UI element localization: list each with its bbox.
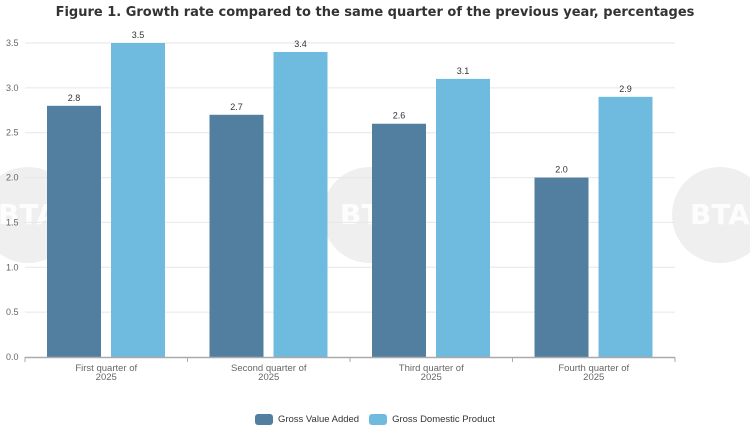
legend-swatch xyxy=(254,414,273,425)
y-tick-label: 3.5 xyxy=(6,38,19,48)
watermark-text: BTA xyxy=(690,198,750,231)
bar xyxy=(273,51,328,357)
bar xyxy=(47,105,101,357)
x-tick-label: 2025 xyxy=(583,372,604,383)
watermark-logo xyxy=(672,167,750,263)
legend: Gross Value Added Gross Domestic Product xyxy=(0,414,750,425)
x-tick-label: 2025 xyxy=(258,372,279,383)
data-label: 2.0 xyxy=(555,165,568,175)
bar xyxy=(598,96,653,357)
legend-swatch xyxy=(369,414,388,425)
data-label: 2.9 xyxy=(619,84,632,94)
x-tick-label: Fourth quarter of xyxy=(558,363,629,374)
x-tick-label: 2025 xyxy=(421,372,442,383)
x-tick-label: First quarter of xyxy=(75,363,137,374)
y-tick-label: 2.0 xyxy=(6,173,19,183)
legend-item[interactable]: Gross Domestic Product xyxy=(369,414,495,425)
data-label: 3.5 xyxy=(132,30,145,40)
data-label: 2.6 xyxy=(393,111,406,121)
y-tick-label: 1.5 xyxy=(6,217,19,227)
x-tick-label: Third quarter of xyxy=(399,363,464,374)
x-tick-label: Second quarter of xyxy=(231,363,307,374)
data-label: 2.7 xyxy=(230,102,243,112)
legend-item[interactable]: Gross Value Added xyxy=(254,414,360,425)
x-tick-label: 2025 xyxy=(96,372,117,383)
data-label: 2.8 xyxy=(68,93,81,103)
y-tick-label: 2.5 xyxy=(6,128,19,138)
bar xyxy=(209,114,264,358)
chart-title: Figure 1. Growth rate compared to the sa… xyxy=(55,5,695,20)
bar xyxy=(436,78,490,357)
bar xyxy=(372,123,426,357)
y-tick-label: 3.0 xyxy=(6,83,19,93)
y-tick-label: 1.0 xyxy=(6,262,19,272)
y-tick-label: 0.0 xyxy=(6,352,19,362)
bar xyxy=(111,43,165,357)
data-label: 3.4 xyxy=(294,39,307,49)
legend-label: Gross Value Added xyxy=(277,414,360,425)
y-tick-label: 0.5 xyxy=(6,307,19,317)
bar xyxy=(534,177,589,357)
data-label: 3.1 xyxy=(457,66,470,76)
legend-label: Gross Domestic Product xyxy=(392,414,496,425)
